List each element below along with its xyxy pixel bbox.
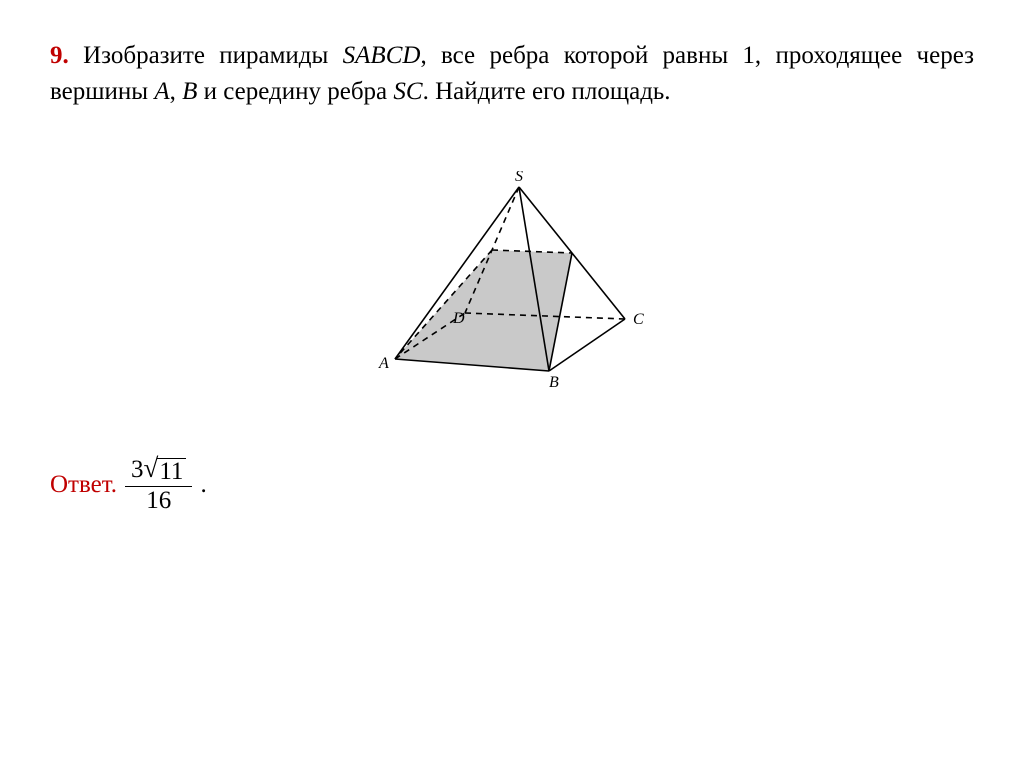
vertex-a: A bbox=[154, 78, 169, 105]
answer-period: . bbox=[200, 472, 206, 497]
answer-block: Ответ. 3√11 16 . bbox=[50, 456, 974, 515]
answer-fraction: 3√11 16 bbox=[125, 456, 192, 515]
text: Изобразите пирамиды bbox=[69, 42, 343, 69]
sqrt-icon: √11 bbox=[144, 456, 187, 485]
svg-text:B: B bbox=[549, 374, 559, 391]
radicand: 11 bbox=[157, 458, 186, 485]
text: , bbox=[170, 78, 183, 105]
pyramid-diagram: A B C D S bbox=[357, 171, 667, 396]
fraction-denominator: 16 bbox=[140, 487, 177, 514]
pyramid-figure: A B C D S bbox=[50, 171, 974, 401]
pyramid-name: SABCD bbox=[343, 42, 421, 69]
answer-label: Ответ. bbox=[50, 472, 117, 497]
svg-text:S: S bbox=[515, 171, 523, 185]
vertex-b: B bbox=[182, 78, 197, 105]
problem-number: 9. bbox=[50, 42, 69, 69]
text: . Найдите его площадь. bbox=[423, 78, 671, 105]
problem-statement: 9. Изобразите пирамиды SABCD, все ребра … bbox=[50, 38, 974, 111]
svg-text:A: A bbox=[378, 355, 389, 372]
edge-sc: SC bbox=[393, 78, 422, 105]
numer-coeff: 3 bbox=[131, 456, 144, 483]
svg-text:D: D bbox=[452, 310, 465, 327]
svg-text:C: C bbox=[633, 311, 644, 328]
text: и середину ребра bbox=[197, 78, 393, 105]
fraction-numerator: 3√11 bbox=[125, 456, 192, 487]
